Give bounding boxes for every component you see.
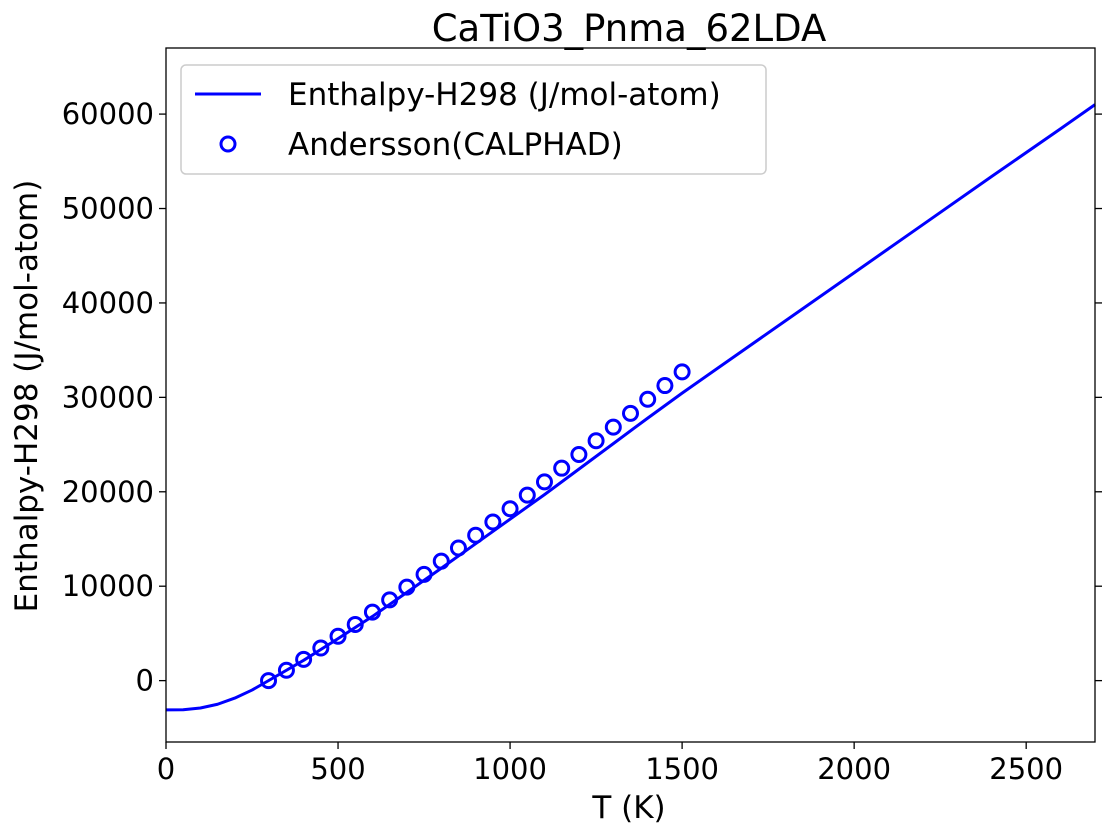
x-tick-label: 2500	[989, 752, 1063, 786]
series-line	[165, 103, 1096, 712]
y-tick-label: 0	[136, 664, 154, 698]
legend-box	[180, 64, 767, 175]
y-tick-label: 10000	[62, 569, 154, 603]
data-point	[415, 565, 433, 583]
data-point	[673, 363, 691, 381]
x-tick-label: 1000	[473, 752, 547, 786]
x-tick-label: 500	[310, 752, 365, 786]
data-point	[639, 390, 657, 408]
data-point	[656, 377, 674, 395]
plot-area	[165, 103, 1096, 712]
x-tick-label: 2000	[817, 752, 891, 786]
legend-label-line: Enthalpy-H298 (J/mol-atom)	[288, 77, 721, 113]
y-tick-label: 20000	[62, 475, 154, 509]
data-point	[604, 418, 622, 436]
x-axis-title: T (K)	[591, 790, 665, 826]
data-point	[381, 591, 399, 609]
data-point	[363, 603, 381, 621]
data-point	[484, 513, 502, 531]
y-tick-label: 30000	[62, 380, 154, 414]
data-point	[329, 627, 347, 645]
legend-marker-swatch	[219, 135, 237, 153]
data-point	[312, 639, 330, 657]
data-point	[587, 432, 605, 450]
data-point	[622, 404, 639, 422]
data-point	[295, 650, 313, 668]
data-point	[346, 615, 364, 633]
legend: Enthalpy-H298 (J/mol-atom) Andersson(CAL…	[180, 64, 767, 175]
data-point	[501, 500, 519, 518]
data-point	[518, 486, 536, 504]
data-point	[277, 661, 295, 679]
y-tick-label: 40000	[62, 286, 154, 320]
plot-frame	[165, 47, 1096, 743]
data-point	[535, 473, 553, 491]
chart-title: CaTiO3_Pnma_62LDA	[432, 7, 827, 50]
data-point	[467, 526, 485, 544]
x-tick-label: 1500	[645, 752, 719, 786]
data-point	[260, 672, 278, 690]
data-point	[553, 459, 571, 477]
legend-label-markers: Andersson(CALPHAD)	[288, 127, 623, 163]
data-point	[449, 539, 467, 557]
axis-ticks: 0 500 1000 1500 2000 2500 0 10000 20000 30000 4000…	[62, 97, 1102, 786]
data-point	[398, 578, 416, 596]
data-point	[570, 445, 588, 463]
y-axis-title: Enthalpy-H298 (J/mol-atom)	[9, 180, 45, 613]
data-point	[432, 552, 450, 570]
y-tick-label: 50000	[62, 192, 154, 226]
y-tick-label: 60000	[62, 97, 154, 131]
x-tick-label: 0	[157, 752, 175, 786]
